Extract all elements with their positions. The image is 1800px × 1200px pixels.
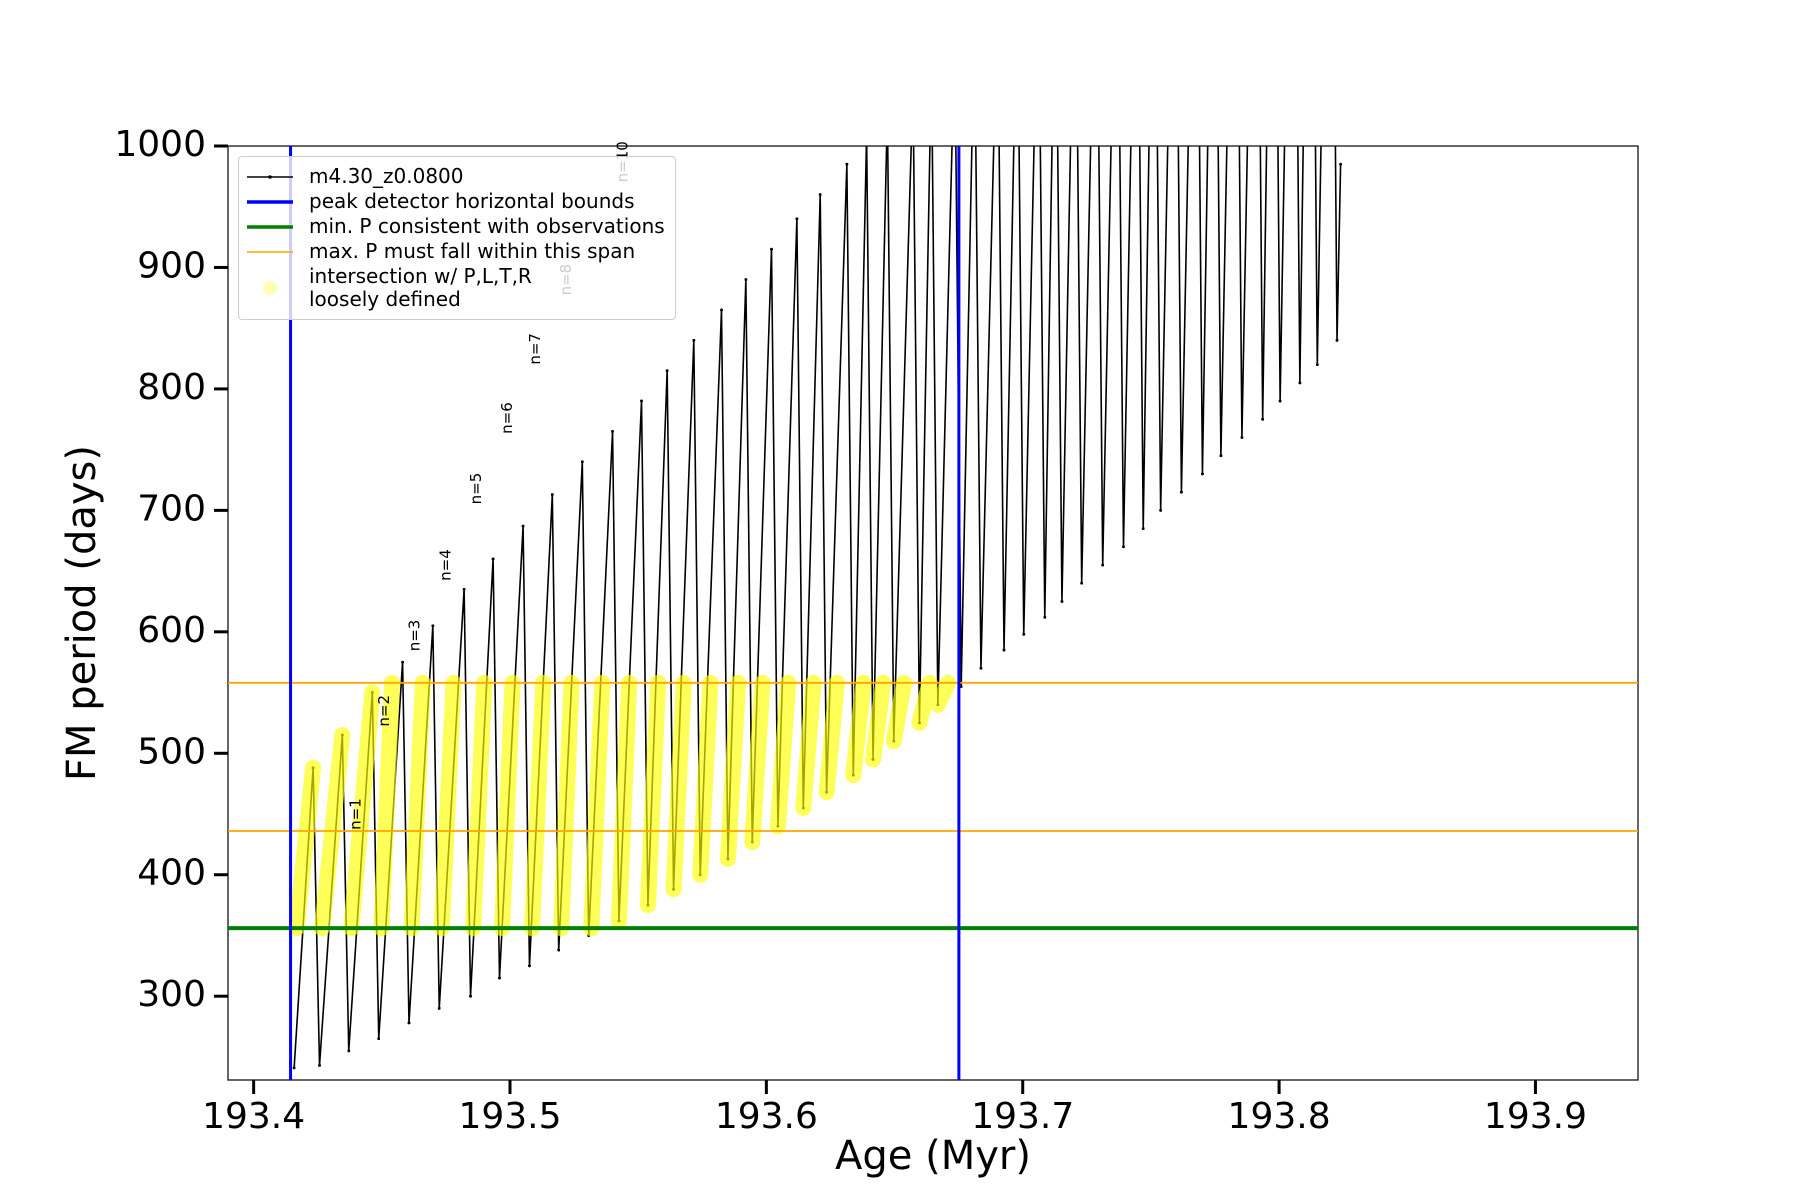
model-line <box>292 146 1343 1070</box>
x-tick-label: 193.7 <box>971 1096 1074 1137</box>
annotation: n=7 <box>526 333 544 365</box>
legend-label: min. P consistent with observations <box>309 214 665 238</box>
y-tick-label: 300 <box>137 974 206 1015</box>
legend-swatch <box>247 250 293 253</box>
x-tick-label: 193.5 <box>458 1096 561 1137</box>
legend-swatch <box>247 174 293 179</box>
intersection-region <box>288 674 957 937</box>
annotation: n=1 <box>347 798 365 830</box>
legend-swatch <box>247 224 293 229</box>
legend-label: m4.30_z0.0800 <box>309 164 464 188</box>
legend-swatch <box>263 281 277 295</box>
x-axis-label: Age (Myr) <box>835 1133 1031 1179</box>
x-tick-label: 193.9 <box>1484 1096 1587 1137</box>
plot-area <box>228 146 1638 1080</box>
y-tick-label: 900 <box>137 245 206 286</box>
y-axis-label: FM period (days) <box>59 445 105 781</box>
annotation: n=5 <box>467 473 485 505</box>
legend-item: m4.30_z0.0800 <box>245 165 665 188</box>
legend-label: peak detector horizontal bounds <box>309 189 635 213</box>
x-tick-label: 193.6 <box>715 1096 818 1137</box>
legend-label: intersection w/ P,L,T,R loosely defined <box>309 264 532 311</box>
legend-item: min. P consistent with observations <box>245 215 665 238</box>
legend-item: max. P must fall within this span <box>245 240 665 263</box>
x-tick-label: 193.4 <box>202 1096 305 1137</box>
y-tick-label: 500 <box>137 731 206 772</box>
legend-swatch <box>247 199 293 204</box>
y-tick-label: 700 <box>137 488 206 529</box>
y-tick-label: 1000 <box>114 124 206 165</box>
y-tick-label: 800 <box>137 367 206 408</box>
y-tick-label: 400 <box>137 853 206 894</box>
annotation: n=3 <box>406 620 424 652</box>
legend-item: intersection w/ P,L,T,R loosely defined <box>245 265 665 311</box>
y-tick-label: 600 <box>137 610 206 651</box>
x-tick-label: 193.8 <box>1228 1096 1331 1137</box>
annotation: n=4 <box>436 549 454 581</box>
legend: m4.30_z0.0800 peak detector horizontal bo… <box>238 156 676 320</box>
annotation: n=6 <box>498 402 516 434</box>
legend-item: peak detector horizontal bounds <box>245 190 665 213</box>
legend-label: max. P must fall within this span <box>309 239 636 263</box>
annotation: n=2 <box>375 695 393 727</box>
